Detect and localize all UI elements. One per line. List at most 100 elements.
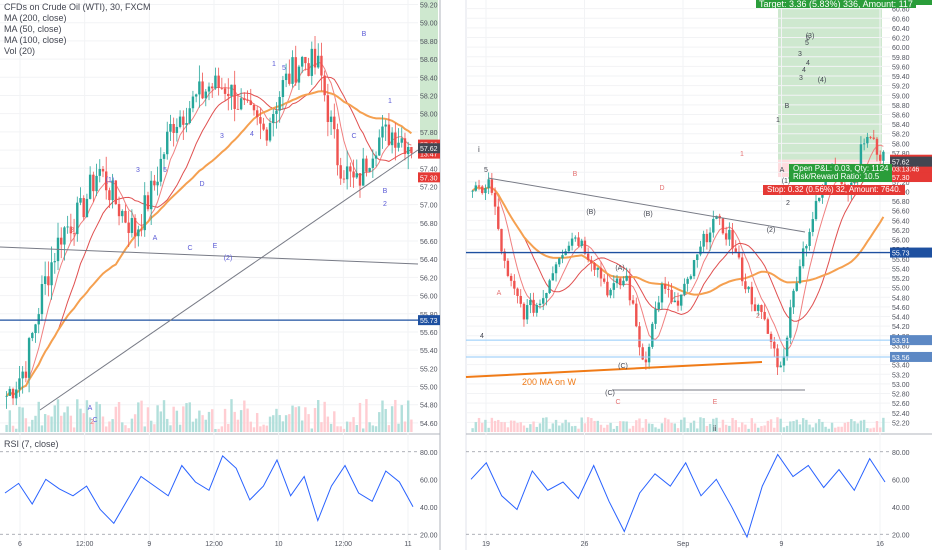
- wave-label: (1): [106, 177, 115, 184]
- volume-bar: [702, 418, 705, 432]
- volume-bar: [638, 418, 641, 432]
- wave-label: 3: [798, 51, 802, 58]
- volume-bar: [538, 423, 542, 432]
- volume-bar: [596, 420, 599, 432]
- candle-body: [686, 278, 689, 284]
- price-tick: 58.20: [892, 132, 910, 139]
- wave-label: (2): [224, 255, 233, 262]
- candle-body: [394, 132, 397, 148]
- candle-body: [358, 173, 362, 186]
- volume-bar: [272, 415, 275, 432]
- price-tick: 55.60: [892, 257, 910, 264]
- volume-bar: [53, 405, 57, 432]
- volume-bar: [159, 411, 163, 432]
- volume-bar: [252, 427, 256, 432]
- volume-bar: [227, 423, 230, 432]
- volume-bar: [291, 405, 294, 432]
- volume-bar: [811, 427, 814, 432]
- volume-bar: [146, 407, 150, 432]
- candle-body: [217, 75, 220, 88]
- candle-body: [40, 284, 44, 315]
- volume-bar: [265, 425, 269, 432]
- volume-bar: [837, 426, 840, 432]
- candle-body: [201, 81, 204, 99]
- candle-body: [162, 154, 166, 159]
- wave-label: 2: [383, 201, 387, 208]
- candle-body: [352, 171, 355, 178]
- rsi-line: [470, 453, 886, 539]
- wave-label: 3: [220, 133, 224, 140]
- candle-body: [724, 233, 728, 240]
- volume-bar: [548, 428, 551, 432]
- ma100-line: [6, 76, 412, 397]
- wave-label: B: [573, 171, 578, 178]
- candle-body: [532, 299, 535, 313]
- legend-ma200[interactable]: MA (200, close): [4, 13, 67, 23]
- volume-bar: [827, 428, 831, 432]
- ma-weekly-label: 200 MA on W: [522, 377, 577, 387]
- volume-bar: [834, 427, 837, 432]
- wave-label: C: [615, 399, 620, 406]
- volume-bar: [471, 428, 474, 432]
- candle-body: [101, 168, 105, 172]
- candle-body: [246, 100, 249, 101]
- stop-label: Stop: 0.32 (0.56%) 32, Amount: 7640.: [763, 185, 905, 195]
- candle-body: [114, 180, 118, 205]
- wave-label: 3: [799, 75, 803, 82]
- price-tick: 55.00: [420, 385, 438, 392]
- legend-ma100[interactable]: MA (100, close): [4, 35, 67, 45]
- volume-bar: [40, 425, 44, 432]
- candle-body: [545, 292, 548, 299]
- volume-bar: [872, 427, 875, 432]
- volume-bar: [740, 422, 744, 432]
- legend-ma50[interactable]: MA (50, close): [4, 24, 62, 34]
- candle-body: [371, 158, 375, 168]
- volume-bar: [137, 402, 140, 432]
- candle-body: [509, 275, 513, 281]
- candle-body: [95, 175, 98, 192]
- volume-bar: [201, 415, 204, 432]
- price-tick: 56.60: [420, 239, 438, 246]
- wave-label: 4: [250, 131, 254, 138]
- price-tag-label: 57.62: [892, 160, 910, 167]
- candle-body: [339, 165, 342, 179]
- wave-label: (1): [782, 178, 791, 185]
- volume-bar: [744, 424, 747, 432]
- volume-bar: [236, 419, 240, 432]
- volume-bar: [628, 428, 632, 432]
- candle-body: [278, 97, 281, 111]
- volume-bar: [654, 427, 657, 432]
- candle-body: [586, 253, 590, 261]
- candle-body: [140, 229, 143, 231]
- volume-bar: [481, 422, 484, 432]
- candle-body: [223, 88, 227, 94]
- candle-body: [731, 229, 734, 249]
- candle-body: [121, 210, 124, 217]
- wave-label: (C): [605, 390, 615, 397]
- volume-bar: [824, 426, 827, 432]
- price-tick: 58.00: [892, 141, 910, 148]
- wave-label: C: [351, 133, 356, 140]
- volume-bar: [361, 428, 365, 432]
- volume-bar: [760, 426, 763, 432]
- price-tick: 60.20: [892, 36, 910, 43]
- rsi-legend[interactable]: RSI (7, close): [4, 439, 59, 449]
- candle-body: [268, 123, 272, 141]
- price-tag: [418, 143, 440, 154]
- volume-bar: [590, 418, 593, 432]
- open-pl-box[interactable]: Open P&L: 0.03, Qty: 1124 Risk/Reward Ra…: [789, 164, 893, 182]
- volume-bar: [358, 402, 362, 432]
- price-tick: 52.60: [892, 401, 910, 408]
- candle-body: [814, 200, 818, 220]
- candle-body: [378, 137, 381, 156]
- price-tick: 55.20: [420, 366, 438, 373]
- volume-bar: [111, 419, 114, 432]
- wave-label: 4: [806, 60, 810, 67]
- legend-vol[interactable]: Vol (20): [4, 46, 36, 56]
- volume-bar: [345, 421, 349, 432]
- candle-body: [631, 300, 635, 304]
- wave-label: 4: [480, 333, 484, 340]
- volume-bar: [773, 427, 776, 432]
- volume-bar: [840, 426, 843, 432]
